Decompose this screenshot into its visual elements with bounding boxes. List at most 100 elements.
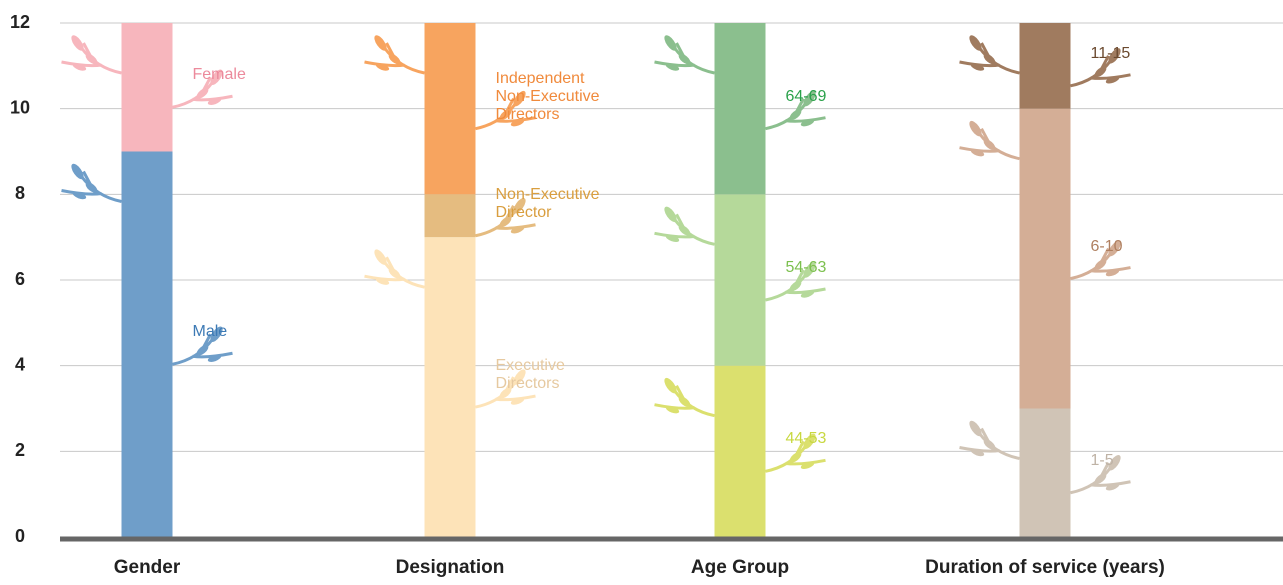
branch-decoration — [765, 433, 826, 473]
leaf — [210, 69, 223, 85]
leaf — [72, 63, 87, 71]
leaf — [665, 63, 680, 71]
y-tick-label: 8 — [15, 183, 25, 203]
leaf — [803, 262, 816, 278]
leaf — [678, 225, 691, 236]
leaf — [388, 53, 401, 65]
leaf — [800, 118, 815, 127]
leaf — [1105, 268, 1120, 277]
bar-segment — [121, 23, 173, 152]
leaf — [374, 249, 387, 265]
leaf — [207, 354, 222, 362]
segment-label: 11-15 — [1090, 44, 1131, 62]
leaf — [513, 369, 526, 385]
leaf — [499, 109, 512, 120]
branch-decoration — [959, 35, 1020, 75]
y-tick-label: 0 — [15, 526, 25, 546]
leaf — [374, 35, 387, 51]
leaf — [513, 198, 526, 214]
leaf — [207, 97, 222, 105]
leaf — [678, 53, 691, 65]
leaf — [983, 139, 996, 150]
x-tick-label: Duration of service (years) — [925, 557, 1165, 578]
leaf — [196, 88, 209, 99]
leaf — [789, 109, 802, 120]
leaf — [510, 118, 525, 127]
leaf — [499, 216, 512, 227]
branch-decoration — [654, 35, 715, 75]
leaf — [85, 53, 98, 65]
leaf — [678, 396, 691, 407]
y-tick-label: 6 — [15, 269, 25, 289]
leaf — [388, 267, 401, 279]
segment-label: 1-5 — [1090, 451, 1114, 469]
bar-segment — [424, 237, 476, 537]
bar-segment — [121, 151, 173, 537]
y-tick-label: 2 — [15, 440, 25, 460]
leaf — [85, 182, 98, 193]
x-tick-label: Gender — [114, 557, 181, 578]
leaf — [1094, 473, 1107, 484]
segment-label: Executive Directors — [495, 357, 565, 393]
branch-decoration — [475, 369, 536, 409]
leaf — [983, 53, 996, 65]
bar-segment — [1019, 408, 1071, 537]
y-tick-label: 4 — [15, 354, 25, 374]
leaf — [789, 280, 802, 292]
leaf — [1105, 76, 1120, 84]
x-tick-label: Designation — [396, 557, 505, 578]
branch-decoration — [654, 206, 715, 246]
leaf — [800, 461, 815, 470]
leaf — [969, 120, 982, 137]
branch-decoration — [654, 377, 715, 418]
leaf — [513, 90, 526, 107]
segment-label: 6-10 — [1090, 237, 1123, 255]
segment-label: 64-69 — [785, 87, 827, 105]
leaf — [969, 420, 982, 437]
leaf — [983, 439, 996, 450]
leaf — [71, 163, 84, 180]
segment-label: 54-63 — [785, 259, 827, 276]
branch-decoration — [765, 262, 826, 302]
bar-segment — [1019, 108, 1071, 409]
branch-decoration — [1070, 240, 1131, 281]
leaf — [969, 35, 982, 51]
bar-segment — [424, 194, 476, 238]
leaf — [970, 148, 985, 157]
leaf — [510, 226, 525, 234]
leaf — [1108, 455, 1121, 471]
leaf — [800, 290, 815, 298]
branch-decoration — [475, 198, 536, 238]
leaf — [1108, 240, 1121, 257]
segment-label: Independent Non-Executive Directors — [495, 69, 600, 123]
leaf — [71, 35, 84, 51]
branch-decoration — [172, 69, 233, 109]
leaf — [803, 433, 816, 450]
leaf — [196, 345, 209, 356]
bar-segment — [714, 23, 766, 195]
branch-decoration — [765, 90, 826, 131]
segment-label: 44-53 — [785, 430, 827, 448]
leaf — [510, 397, 525, 405]
leaf — [375, 63, 390, 71]
branch-decoration — [61, 163, 122, 203]
segment-label: Non-Executive Director — [495, 185, 600, 221]
leaf — [1094, 259, 1107, 270]
leaf — [664, 35, 677, 51]
branch-decoration — [172, 326, 233, 366]
bar-segment — [424, 23, 476, 195]
branch-decoration — [1070, 455, 1131, 495]
leaf — [803, 90, 816, 107]
branch-decoration — [61, 35, 122, 75]
leaf — [789, 452, 802, 463]
branch-decoration — [364, 35, 425, 75]
branch-decoration — [475, 90, 536, 131]
y-tick-label: 12 — [10, 12, 30, 32]
leaf — [375, 277, 390, 285]
leaf — [1105, 483, 1120, 491]
leaf — [210, 326, 223, 342]
branch-decoration — [959, 420, 1020, 460]
leaf — [665, 234, 680, 243]
leaf — [664, 377, 677, 394]
